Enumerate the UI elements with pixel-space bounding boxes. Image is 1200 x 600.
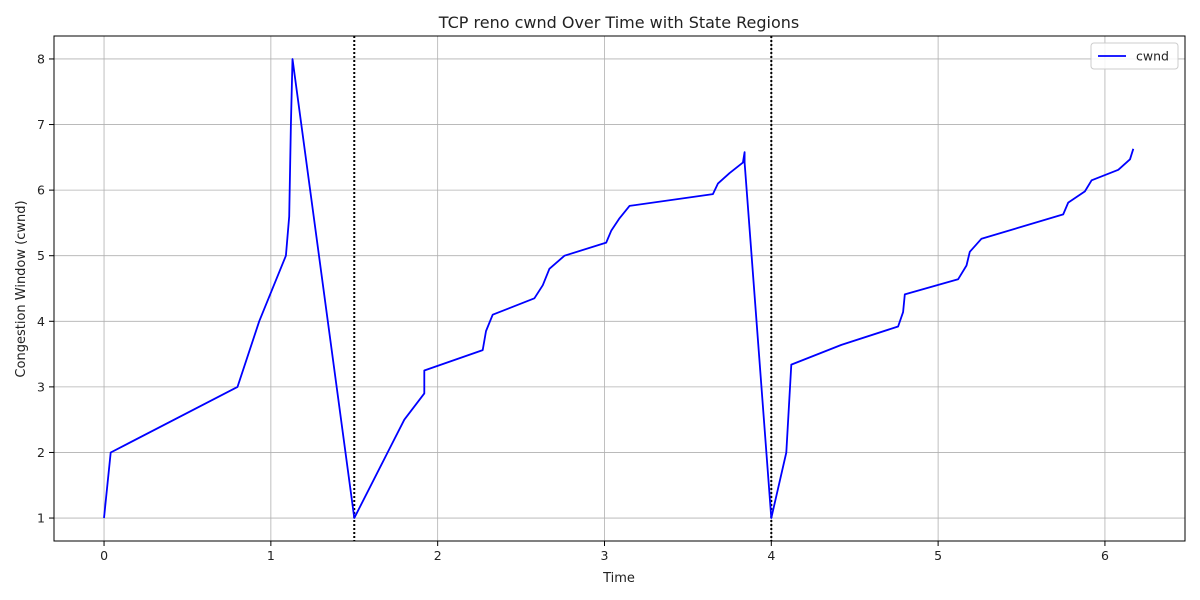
legend-box (1090, 42, 1179, 70)
legend-label-cwnd: cwnd (1136, 49, 1169, 64)
x-tick-label: 1 (267, 548, 275, 563)
y-tick-label: 1 (37, 511, 45, 526)
chart-title: TCP reno cwnd Over Time with State Regio… (438, 13, 799, 32)
y-tick-label: 2 (37, 445, 45, 460)
x-tick-label: 5 (934, 548, 942, 563)
x-tick-label: 0 (100, 548, 108, 563)
x-tick-label: 6 (1101, 548, 1109, 563)
axis-ticks: 0 1 2 3 4 5 6 1 2 3 4 5 6 7 8 (37, 51, 1109, 563)
x-tick-label: 2 (434, 548, 442, 563)
y-tick-label: 3 (37, 379, 45, 394)
series-line-cwnd (103, 58, 1135, 519)
grid-lines (54, 36, 1185, 541)
y-tick-label: 7 (37, 117, 45, 132)
y-axis-label: Congestion Window (cwnd) (14, 200, 29, 377)
series-layer (103, 58, 1135, 519)
state-region-markers (353, 36, 773, 541)
y-tick-label: 8 (37, 51, 45, 66)
x-tick-label: 3 (601, 548, 609, 563)
legend: cwnd (1090, 42, 1179, 70)
y-tick-label: 6 (37, 183, 45, 198)
x-tick-label: 4 (767, 548, 775, 563)
x-axis-label: Time (602, 571, 635, 586)
plot-frame (53, 35, 1186, 542)
y-tick-label: 5 (37, 248, 45, 263)
y-tick-label: 4 (37, 314, 45, 329)
